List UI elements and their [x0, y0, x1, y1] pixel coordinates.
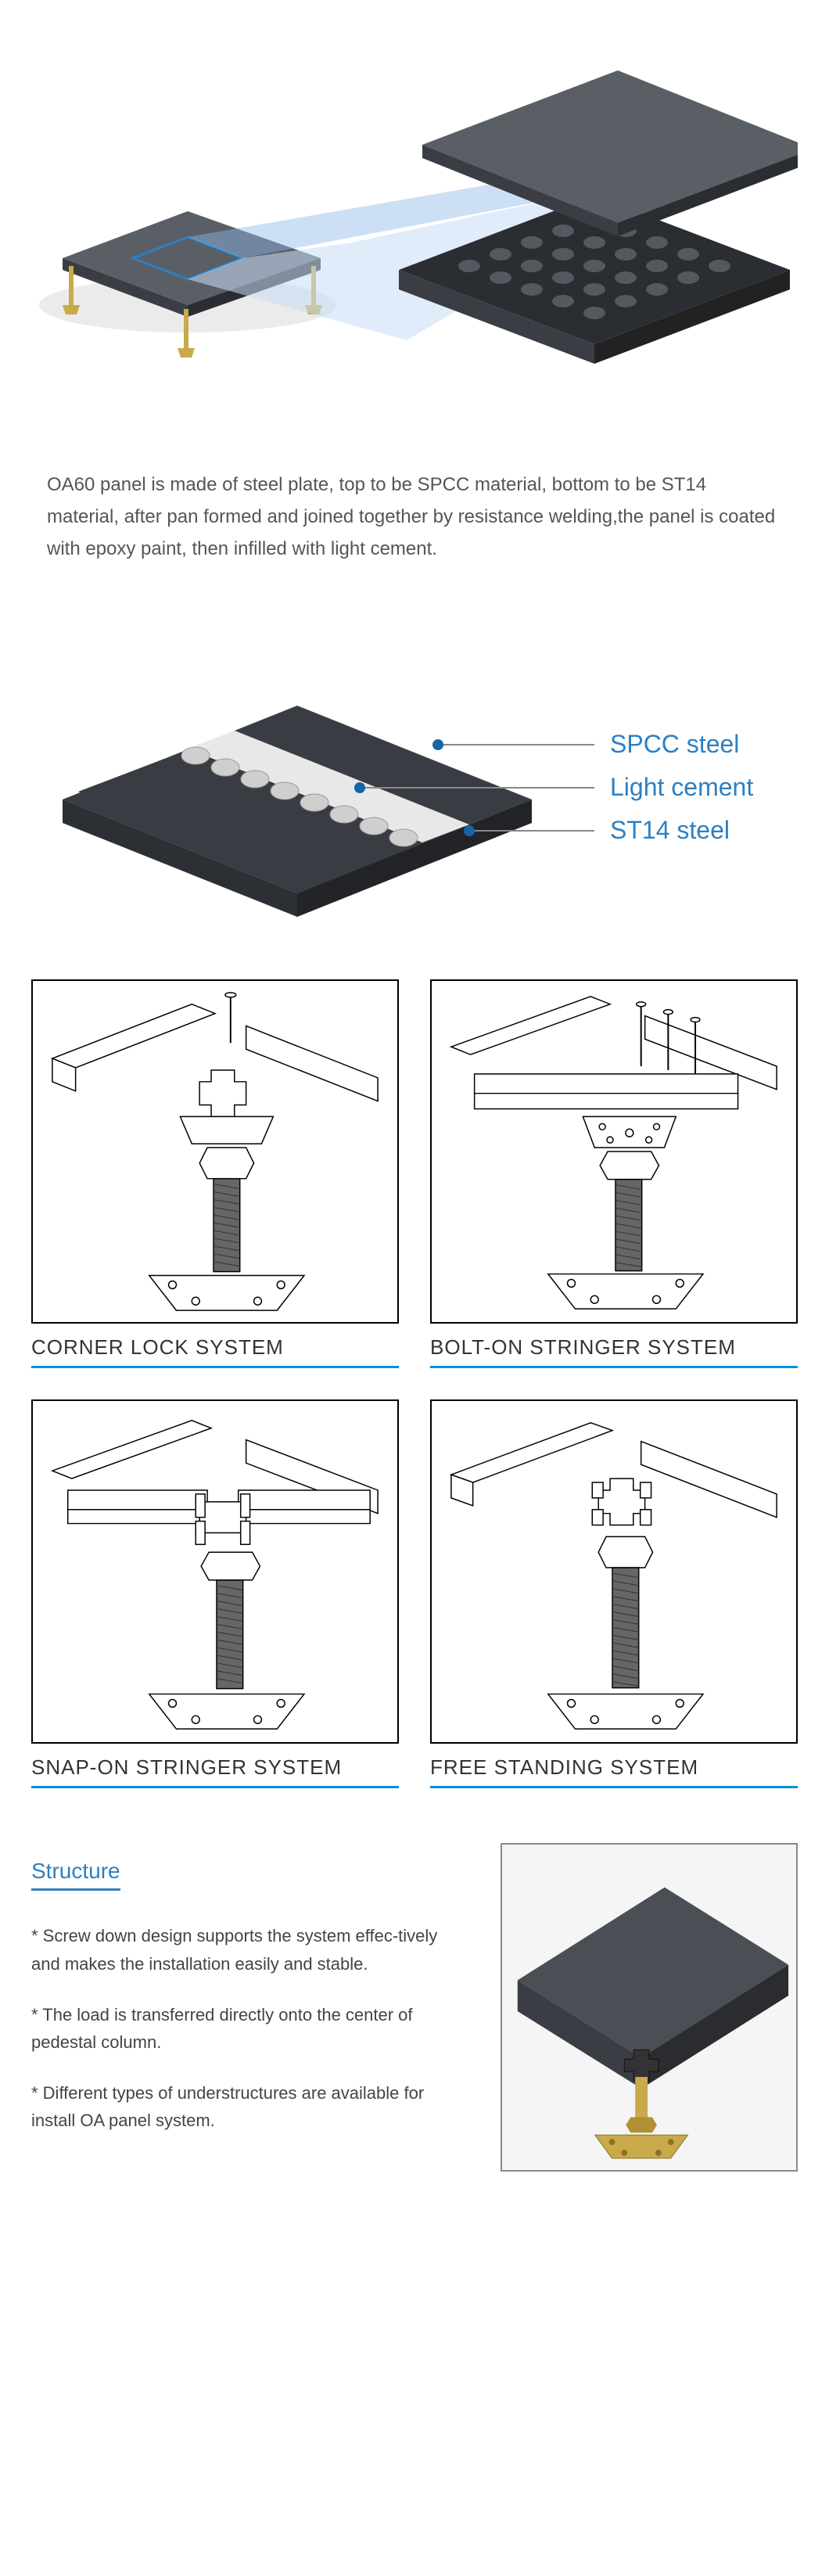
system-title: FREE STANDING SYSTEM: [430, 1755, 798, 1788]
system-corner-lock: CORNER LOCK SYSTEM: [31, 979, 399, 1368]
structure-heading: Structure: [31, 1859, 120, 1891]
label-spcc: SPCC steel: [610, 730, 739, 758]
systems-grid: CORNER LOCK SYSTEM: [31, 979, 798, 1788]
structure-image: [501, 1843, 798, 2172]
hero-exploded-diagram: [31, 31, 798, 438]
system-title: CORNER LOCK SYSTEM: [31, 1335, 399, 1368]
bullet: * Screw down design supports the system …: [31, 1922, 469, 1977]
hero-svg: [31, 31, 798, 438]
system-snap-on: SNAP-ON STRINGER SYSTEM: [31, 1399, 399, 1788]
system-bolt-on: BOLT-ON STRINGER SYSTEM: [430, 979, 798, 1368]
label-cement: Light cement: [610, 773, 753, 801]
structure-bullets: * Screw down design supports the system …: [31, 1922, 469, 2134]
label-st14: ST14 steel: [610, 816, 730, 844]
cutaway-diagram: SPCC steel Light cement ST14 steel: [31, 612, 798, 925]
structure-section: Structure * Screw down design supports t…: [31, 1843, 798, 2172]
bullet: * Different types of understructures are…: [31, 2079, 469, 2134]
pedestal-leg: [184, 217, 188, 232]
system-title: SNAP-ON STRINGER SYSTEM: [31, 1755, 399, 1788]
bullet: * The load is transferred directly onto …: [31, 2001, 469, 2056]
panel-description: OA60 panel is made of steel plate, top t…: [31, 469, 798, 565]
system-free-standing: FREE STANDING SYSTEM: [430, 1399, 798, 1788]
system-title: BOLT-ON STRINGER SYSTEM: [430, 1335, 798, 1368]
